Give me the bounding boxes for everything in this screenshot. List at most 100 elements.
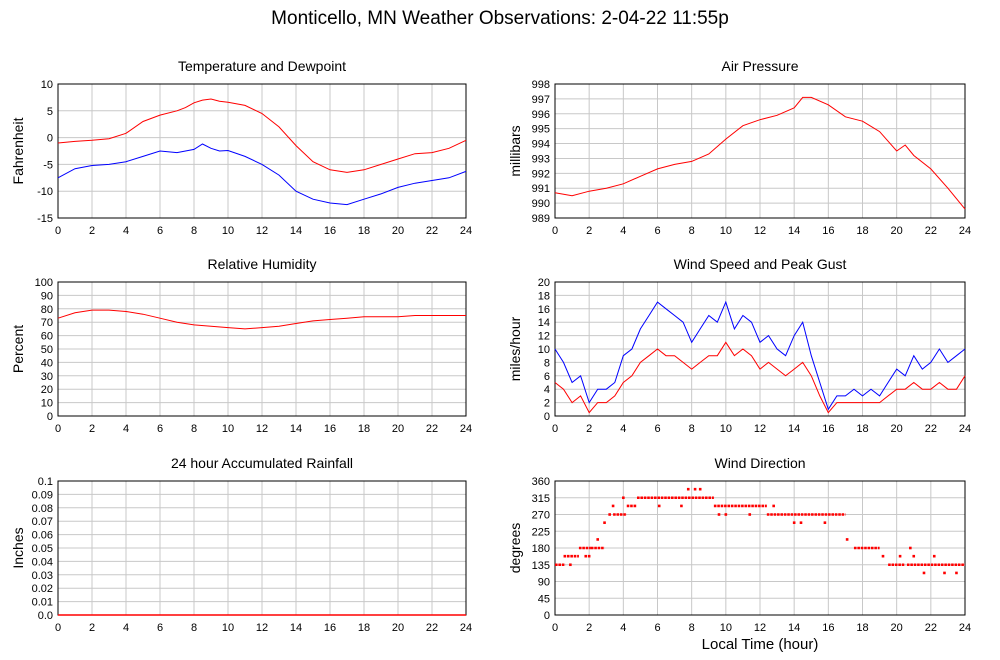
x-tick-label: 2 [89, 423, 95, 435]
y-tick-label: 2 [544, 398, 550, 410]
y-tick-label: 5 [47, 106, 53, 118]
y-tick-label: 10 [538, 344, 550, 356]
y-tick-label: 991 [532, 183, 550, 195]
x-tick-label: 4 [123, 225, 129, 237]
x-tick-label: 22 [925, 622, 937, 634]
direction-point [943, 571, 946, 575]
x-tick-label: 14 [290, 622, 302, 634]
y-tick-label: 80 [41, 304, 53, 316]
direction-point [748, 513, 752, 516]
x-tick-label: 12 [256, 225, 268, 237]
y-tick-label: 70 [41, 317, 53, 329]
direction-point [799, 521, 803, 524]
chart-title: Wind Direction [714, 455, 805, 471]
series-line [57, 98, 467, 173]
y-tick-label: 0.01 [32, 597, 53, 609]
y-tick-label: 997 [532, 94, 550, 106]
x-tick-label: 14 [788, 225, 800, 237]
x-tick-label: 4 [123, 423, 129, 435]
chart-title: Wind Speed and Peak Gust [674, 256, 847, 272]
direction-point [569, 563, 572, 567]
x-tick-label: 18 [856, 225, 868, 237]
x-tick-label: 0 [55, 622, 61, 634]
direction-point [686, 487, 690, 491]
x-tick-label: 22 [426, 225, 438, 237]
x-tick-label: 14 [788, 423, 800, 435]
x-tick-label: 12 [754, 423, 766, 435]
x-tick-label: 24 [959, 622, 971, 634]
y-tick-label: 8 [544, 357, 550, 369]
x-tick-label: 0 [55, 225, 61, 237]
x-tick-label: 24 [959, 423, 971, 435]
y-tick-label: 20 [41, 384, 53, 396]
x-tick-label: 18 [358, 423, 370, 435]
y-tick-label: 16 [538, 304, 550, 316]
y-tick-label: 4 [544, 384, 550, 396]
x-tick-label: 2 [586, 423, 592, 435]
x-tick-label: 14 [788, 622, 800, 634]
x-tick-label: 14 [290, 423, 302, 435]
x-tick-label: 4 [123, 622, 129, 634]
direction-point [912, 554, 916, 558]
y-tick-label: 135 [532, 560, 550, 572]
y-tick-label: 998 [532, 79, 550, 91]
direction-point [724, 513, 728, 516]
y-tick-label: 90 [538, 577, 550, 589]
x-tick-label: 2 [586, 622, 592, 634]
direction-point [922, 571, 926, 575]
x-tick-label: 22 [426, 423, 438, 435]
x-tick-label: 6 [157, 225, 163, 237]
direction-point [608, 513, 611, 516]
chart-title: Temperature and Dewpoint [178, 58, 346, 74]
y-tick-label: 0.03 [32, 570, 53, 582]
x-tick-label: 22 [925, 423, 937, 435]
x-tick-label: 6 [157, 423, 163, 435]
x-tick-label: 20 [392, 423, 404, 435]
direction-point [772, 504, 775, 508]
series-line [554, 341, 966, 414]
y-tick-label: 10 [41, 398, 53, 410]
direction-point [611, 504, 615, 508]
y-tick-label: 996 [532, 109, 550, 121]
y-tick-label: -10 [37, 186, 53, 198]
direction-point [932, 554, 936, 558]
x-tick-label: 24 [460, 423, 472, 435]
x-tick-label: 16 [822, 225, 834, 237]
x-tick-label: 12 [256, 622, 268, 634]
y-tick-label: 993 [532, 153, 550, 165]
x-tick-label: 2 [89, 622, 95, 634]
y-tick-label: 0.04 [32, 556, 53, 568]
x-tick-label: 20 [891, 423, 903, 435]
direction-point [657, 504, 661, 508]
y-tick-label: 360 [532, 476, 550, 488]
y-axis-label: degrees [507, 523, 523, 574]
x-tick-label: 10 [222, 225, 234, 237]
x-tick-label: 8 [689, 622, 695, 634]
y-tick-label: 995 [532, 124, 550, 136]
x-tick-label: 10 [222, 622, 234, 634]
y-tick-label: 989 [532, 213, 550, 225]
x-tick-label: 20 [891, 225, 903, 237]
chart-title: 24 hour Accumulated Rainfall [171, 455, 353, 471]
y-tick-label: 225 [532, 526, 550, 538]
y-tick-label: 0.0 [38, 610, 53, 622]
x-tick-label: 8 [191, 423, 197, 435]
y-tick-label: 20 [538, 277, 550, 289]
x-tick-label: 18 [358, 225, 370, 237]
x-tick-label: 18 [856, 423, 868, 435]
y-tick-label: 0.08 [32, 503, 53, 515]
y-tick-label: -15 [37, 213, 53, 225]
x-tick-label: 0 [55, 423, 61, 435]
x-tick-label: 16 [324, 622, 336, 634]
x-tick-label: 8 [191, 622, 197, 634]
x-tick-label: 0 [552, 423, 558, 435]
y-tick-label: -5 [43, 159, 53, 171]
x-tick-label: 10 [720, 622, 732, 634]
x-tick-label: 12 [754, 622, 766, 634]
x-tick-label: 8 [191, 225, 197, 237]
x-tick-label: 4 [620, 225, 626, 237]
y-tick-label: 0.09 [32, 489, 53, 501]
x-tick-label: 10 [720, 225, 732, 237]
direction-point [955, 571, 958, 575]
